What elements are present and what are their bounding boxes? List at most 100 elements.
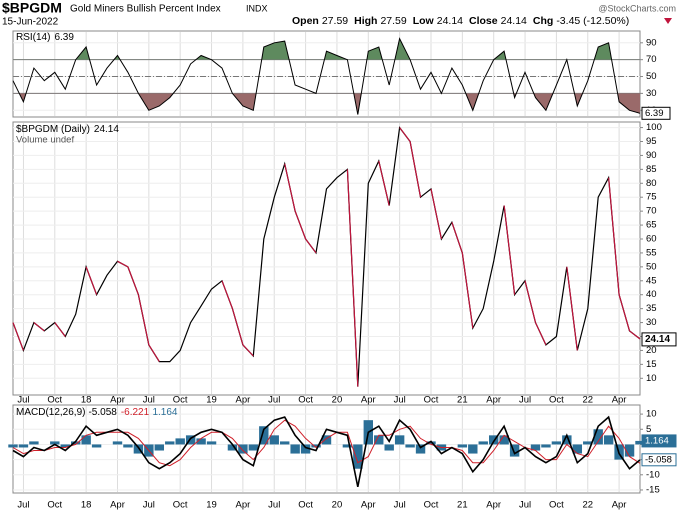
x-tick-label: Oct xyxy=(298,500,313,511)
x-tick-label: 22 xyxy=(582,395,593,406)
price-down-segment xyxy=(461,252,474,329)
legend-value: 24.14 xyxy=(94,124,119,135)
histogram-bar xyxy=(635,440,645,445)
price-down-segment xyxy=(231,308,244,346)
histogram-bar xyxy=(206,441,217,445)
price-down-segment xyxy=(54,322,66,337)
y-tick-label: 90 xyxy=(646,37,657,48)
legend: MACD(12,26,9) -5.058 -6.221 1.164 xyxy=(16,407,178,418)
price-down-segment xyxy=(117,260,129,268)
histogram-bar xyxy=(70,441,81,445)
legend-label: $BPGDM (Daily) xyxy=(16,124,90,135)
x-tick-label: Jul xyxy=(268,500,280,511)
y-tick-label: 45 xyxy=(646,275,657,286)
price-down-segment xyxy=(127,266,139,295)
y-tick-label: 95 xyxy=(646,136,657,147)
price-down-segment xyxy=(503,205,516,295)
signal-line xyxy=(12,419,641,467)
x-tick-label: Oct xyxy=(424,395,439,406)
histogram-bar xyxy=(374,435,384,445)
x-tick-label: Oct xyxy=(173,395,188,406)
y-tick-label: 85 xyxy=(646,164,657,175)
y-tick-label: 70 xyxy=(646,54,657,65)
quote-value: 24.14 xyxy=(501,15,527,27)
y-tick-label: 70 xyxy=(646,206,657,217)
histogram-bar xyxy=(300,444,311,454)
histogram-bar xyxy=(18,444,29,448)
x-tick-label: Jul xyxy=(17,395,29,406)
quote-label: High xyxy=(354,15,377,27)
y-tick-label: 60 xyxy=(646,234,657,245)
y-tick-label: 80 xyxy=(646,178,657,189)
histogram-bar xyxy=(123,444,133,448)
price-down-segment xyxy=(148,344,160,362)
histogram-bar xyxy=(165,441,175,445)
x-tick-label: Apr xyxy=(486,500,501,511)
histogram-bar xyxy=(112,441,123,445)
histogram-bar xyxy=(468,444,478,454)
price-down-segment xyxy=(399,127,411,142)
value-badge xyxy=(641,434,677,448)
x-tick-label: Oct xyxy=(47,395,62,406)
y-tick-label: 50 xyxy=(646,71,657,82)
price-down-segment xyxy=(346,169,359,387)
value-badge xyxy=(641,453,677,467)
price-down-segment xyxy=(618,294,631,332)
x-tick-label: Apr xyxy=(486,395,501,406)
histogram-bar xyxy=(185,435,196,445)
volume-legend: Volume undef xyxy=(16,135,74,146)
price-down-segment xyxy=(566,266,578,351)
oversold-area xyxy=(13,93,640,115)
x-tick-label: 18 xyxy=(81,500,92,511)
histogram-bar xyxy=(562,435,572,445)
price-down-segment xyxy=(430,188,443,240)
price-down-segment xyxy=(137,294,150,345)
histogram-bar xyxy=(572,444,583,454)
quote-label: Open xyxy=(292,15,319,27)
histogram-bar xyxy=(311,444,321,448)
price-down-segment xyxy=(378,160,390,206)
histogram-bar xyxy=(342,444,353,448)
y-tick-label: 40 xyxy=(646,289,657,300)
histogram-bar xyxy=(321,435,332,445)
x-tick-label: 18 xyxy=(81,395,92,406)
x-tick-label: Apr xyxy=(236,500,251,511)
value-badge-label: 1.164 xyxy=(645,435,669,446)
histogram-bar xyxy=(29,441,39,445)
y-tick-label: 10 xyxy=(646,409,657,420)
exchange: INDX xyxy=(246,3,268,13)
date: 15-Jun-2022 xyxy=(2,17,59,28)
histogram-bar xyxy=(394,435,405,445)
legend-value: 1.164 xyxy=(152,407,177,418)
price-down-segment xyxy=(33,322,45,332)
x-tick-label: 19 xyxy=(206,395,217,406)
macd-line xyxy=(12,415,641,488)
x-tick-label: Oct xyxy=(298,395,313,406)
quote-label: Chg xyxy=(533,15,553,27)
price-down-segment xyxy=(534,322,547,346)
y-tick-label: 90 xyxy=(646,150,657,161)
histogram-bar xyxy=(488,435,499,445)
histogram-bar xyxy=(478,441,488,445)
x-tick-label: Jul xyxy=(17,500,29,511)
x-tick-label: 22 xyxy=(582,500,593,511)
y-tick-label: 20 xyxy=(646,345,657,356)
rsi-line xyxy=(12,37,641,115)
legend-value: 6.39 xyxy=(54,32,74,43)
histogram-bar xyxy=(279,441,290,445)
value-badge-label: 24.14 xyxy=(645,334,670,345)
x-tick-label: Apr xyxy=(236,395,251,406)
x-tick-label: Oct xyxy=(424,500,439,511)
histogram-bar xyxy=(509,444,520,457)
x-tick-label: Jul xyxy=(143,395,155,406)
histogram-bar xyxy=(603,435,614,445)
quote: Open 27.59 High 27.59 Low 24.14 Close 24.14 Chg -… xyxy=(292,15,629,27)
down-arrow xyxy=(664,18,672,24)
legend: RSI(14) 6.39 xyxy=(16,32,74,43)
histogram-bar xyxy=(499,435,509,445)
x-tick-label: Jul xyxy=(519,500,531,511)
histogram-bar xyxy=(8,444,18,448)
histogram-bar xyxy=(624,444,635,457)
y-tick-label: 55 xyxy=(646,247,657,258)
